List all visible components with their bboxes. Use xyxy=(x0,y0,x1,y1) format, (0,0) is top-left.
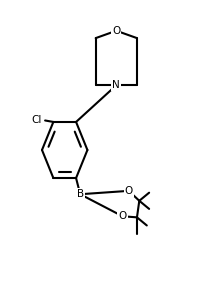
Text: O: O xyxy=(118,211,127,221)
Text: O: O xyxy=(112,26,120,36)
Text: N: N xyxy=(112,80,120,90)
Text: B: B xyxy=(77,189,84,199)
Text: Cl: Cl xyxy=(31,116,42,125)
Text: O: O xyxy=(125,186,133,196)
